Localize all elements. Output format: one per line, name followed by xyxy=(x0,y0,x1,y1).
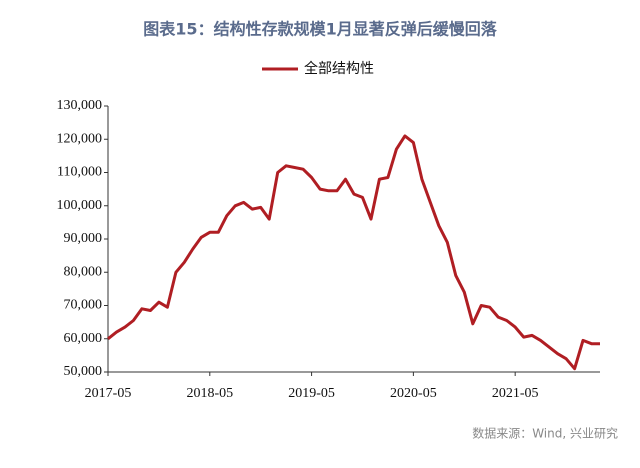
source-note: 数据来源：Wind, 兴业研究 xyxy=(472,426,618,441)
y-tick-label: 120,000 xyxy=(57,131,103,146)
y-tick-label: 70,000 xyxy=(64,298,103,313)
y-tick-label: 80,000 xyxy=(64,264,103,279)
x-tick-label: 2017-05 xyxy=(85,386,132,401)
y-tick-label: 60,000 xyxy=(64,331,103,346)
x-tick-label: 2018-05 xyxy=(186,386,233,401)
legend-label: 全部结构性 xyxy=(304,60,374,77)
y-tick-label: 50,000 xyxy=(64,364,103,379)
x-tick-label: 2020-05 xyxy=(390,386,437,401)
y-tick-label: 90,000 xyxy=(64,231,103,246)
y-tick-label: 100,000 xyxy=(57,198,103,213)
chart-title: 图表15：结构性存款规模1月显著反弹后缓慢回落 xyxy=(143,20,497,39)
y-tick-label: 110,000 xyxy=(57,165,102,180)
x-tick-label: 2019-05 xyxy=(288,386,335,401)
data-line xyxy=(107,134,600,371)
y-tick-label: 130,000 xyxy=(57,98,103,113)
x-tick-label: 2021-05 xyxy=(492,386,539,401)
